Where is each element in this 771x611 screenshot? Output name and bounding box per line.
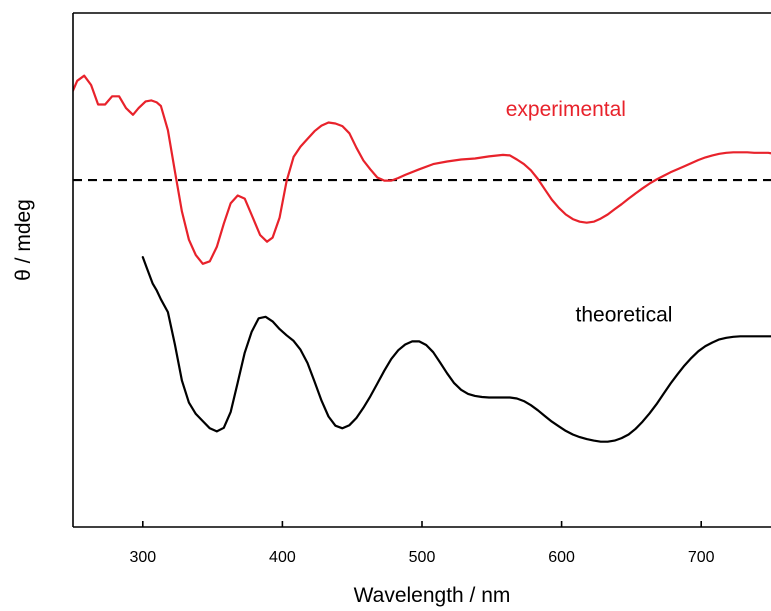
label-layer: Wavelength / nm θ / mdeg experimental theor…	[12, 98, 672, 607]
x-tick-label-700: 700	[688, 549, 715, 566]
x-tick-label-300: 300	[129, 549, 156, 566]
series-label-theoretical: theoretical	[576, 303, 673, 326]
x-tick-label-500: 500	[409, 549, 436, 566]
x-tick-label-600: 600	[548, 549, 575, 566]
series-label-experimental: experimental	[506, 98, 626, 121]
series-line-experimental	[73, 74, 771, 265]
x-axis-title: Wavelength / nm	[354, 584, 511, 607]
series-layer	[73, 74, 771, 443]
series-line-theoretical	[141, 256, 771, 443]
axes-layer: 300 400 500 600 700	[72, 12, 771, 566]
x-tick-label-400: 400	[269, 549, 296, 566]
y-axis-title: θ / mdeg	[12, 199, 35, 281]
